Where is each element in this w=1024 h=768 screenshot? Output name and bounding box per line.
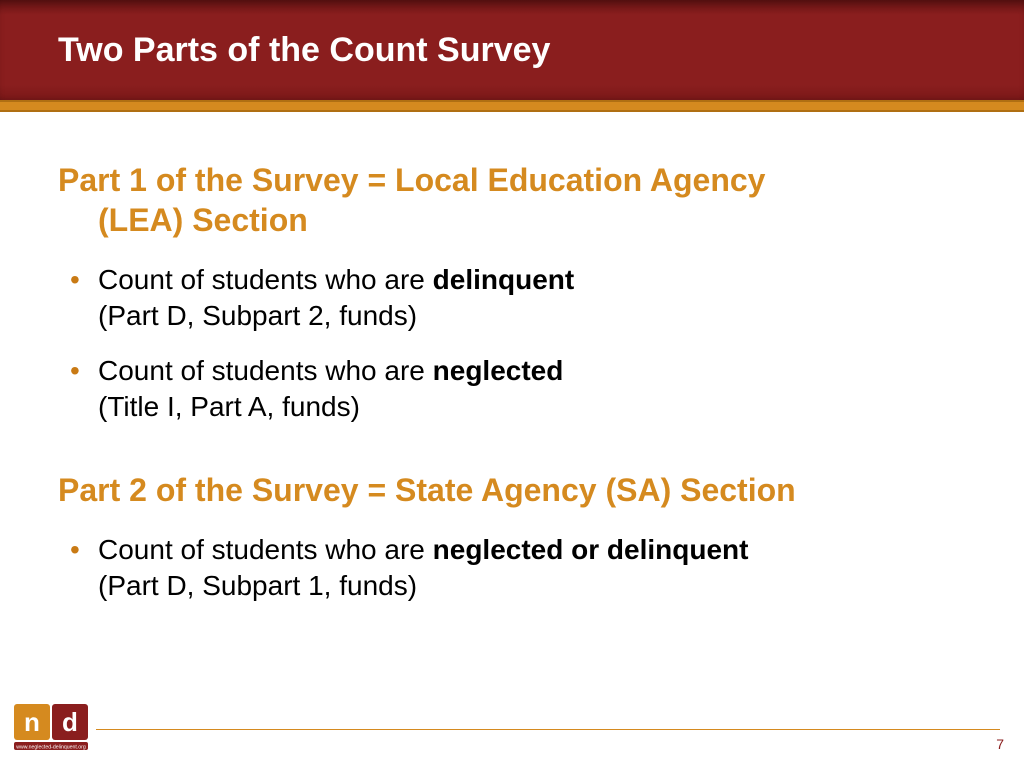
section-1-heading-line2: (LEA) Section bbox=[58, 200, 966, 240]
bullet-sub: (Title I, Part A, funds) bbox=[98, 389, 966, 425]
footer-rule bbox=[96, 729, 1000, 730]
bullet-sub: (Part D, Subpart 1, funds) bbox=[98, 568, 966, 604]
slide-title: Two Parts of the Count Survey bbox=[58, 31, 550, 70]
list-item: Count of students who are neglected or d… bbox=[58, 532, 966, 605]
bullet-sub: (Part D, Subpart 2, funds) bbox=[98, 298, 966, 334]
svg-text:www.neglected-delinquent.org: www.neglected-delinquent.org bbox=[16, 745, 86, 751]
slide-content: Part 1 of the Survey = Local Education A… bbox=[0, 112, 1024, 604]
section-1-heading: Part 1 of the Survey = Local Education A… bbox=[58, 160, 966, 240]
accent-strip bbox=[0, 100, 1024, 112]
list-item: Count of students who are neglected (Tit… bbox=[58, 353, 966, 426]
bullet-prefix: Count of students who are bbox=[98, 355, 433, 386]
section-1-heading-line1: Part 1 of the Survey = Local Education A… bbox=[58, 162, 765, 198]
section-2-heading: Part 2 of the Survey = State Agency (SA)… bbox=[58, 470, 966, 510]
nd-logo-icon: n d www.neglected-delinquent.org bbox=[14, 704, 90, 754]
bullet-prefix: Count of students who are bbox=[98, 534, 433, 565]
svg-text:d: d bbox=[62, 707, 78, 737]
page-number: 7 bbox=[996, 736, 1004, 752]
list-item: Count of students who are delinquent (Pa… bbox=[58, 262, 966, 335]
bullet-bold: neglected bbox=[433, 355, 564, 386]
bullet-bold: neglected or delinquent bbox=[433, 534, 749, 565]
bullet-bold: delinquent bbox=[433, 264, 575, 295]
bullet-prefix: Count of students who are bbox=[98, 264, 433, 295]
svg-text:n: n bbox=[24, 707, 40, 737]
section-1-bullets: Count of students who are delinquent (Pa… bbox=[58, 262, 966, 426]
section-2-bullets: Count of students who are neglected or d… bbox=[58, 532, 966, 605]
section-2-heading-line1: Part 2 of the Survey = State Agency (SA)… bbox=[58, 472, 796, 508]
slide-header: Two Parts of the Count Survey bbox=[0, 0, 1024, 100]
